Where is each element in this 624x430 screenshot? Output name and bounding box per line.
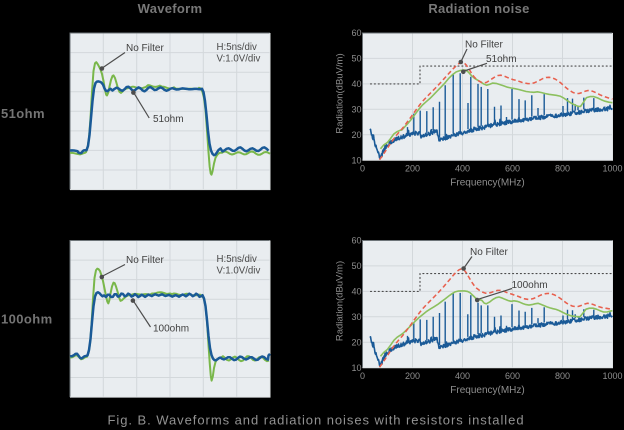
svg-text:H:5ns/div: H:5ns/div [217,42,258,53]
svg-text:1000: 1000 [602,371,622,381]
svg-text:Frequency(MHz): Frequency(MHz) [450,178,524,189]
svg-text:V:1.0V/div: V:1.0V/div [217,54,261,65]
svg-text:Frequency(MHz): Frequency(MHz) [450,385,524,396]
svg-text:51ohm: 51ohm [1,106,45,121]
svg-text:No Filter: No Filter [465,39,503,50]
svg-text:60: 60 [351,236,361,246]
svg-text:400: 400 [455,164,470,174]
svg-text:40: 40 [351,287,361,297]
svg-text:No Filter: No Filter [470,247,508,258]
svg-text:No Filter: No Filter [126,43,164,54]
svg-text:200: 200 [405,371,420,381]
svg-text:200: 200 [405,164,420,174]
svg-text:20: 20 [351,130,361,140]
svg-text:20: 20 [351,337,361,347]
svg-text:Waveform: Waveform [138,1,203,16]
svg-text:100ohm: 100ohm [153,324,189,335]
svg-text:100ohm: 100ohm [1,312,53,327]
svg-text:Radiation(dBuV/m): Radiation(dBuV/m) [334,53,345,133]
svg-text:Fig. B. Waveforms and radiatio: Fig. B. Waveforms and radiation noises w… [107,413,524,428]
svg-text:1000: 1000 [602,164,622,174]
svg-text:50: 50 [351,54,361,64]
svg-text:10: 10 [351,363,361,373]
svg-text:H:5ns/div: H:5ns/div [217,254,258,265]
svg-text:Radiation noise: Radiation noise [428,1,529,16]
svg-text:60: 60 [351,28,361,38]
svg-text:V:1.0V/div: V:1.0V/div [217,266,261,277]
svg-text:100ohm: 100ohm [512,280,548,291]
svg-text:40: 40 [351,79,361,89]
svg-text:10: 10 [351,155,361,165]
svg-text:50: 50 [351,261,361,271]
svg-text:51ohm: 51ohm [486,54,517,65]
svg-text:51ohm: 51ohm [153,114,184,125]
svg-text:600: 600 [505,371,520,381]
svg-text:0: 0 [360,371,365,381]
svg-text:Radiation(dBuV/m): Radiation(dBuV/m) [334,261,345,341]
svg-text:No Filter: No Filter [126,255,164,266]
svg-text:600: 600 [505,164,520,174]
svg-text:0: 0 [360,164,365,174]
svg-text:30: 30 [351,105,361,115]
svg-text:800: 800 [555,164,570,174]
svg-text:400: 400 [455,371,470,381]
svg-text:30: 30 [351,312,361,322]
svg-text:800: 800 [555,371,570,381]
